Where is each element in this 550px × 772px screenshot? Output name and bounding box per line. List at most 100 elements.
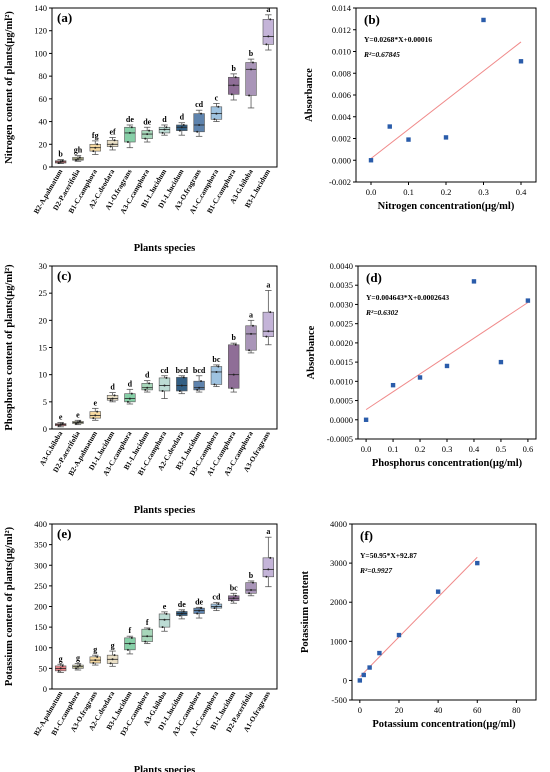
iqr-box: [228, 344, 240, 389]
y-tick-label: 0: [343, 675, 347, 685]
data-point-6: [475, 560, 480, 566]
y-tick-label: 0: [43, 162, 47, 172]
y-tick-label: 300: [34, 560, 47, 570]
data-point: [128, 397, 131, 400]
y-tick-label: 3000: [330, 558, 347, 568]
y-tick-label: 100: [34, 48, 47, 58]
significance-letter: f: [129, 626, 132, 635]
data-point: [269, 311, 272, 314]
box-3: ef: [106, 127, 119, 151]
y-tick-label: 0.008: [332, 68, 351, 78]
y-tick-label: 0.0000: [330, 415, 353, 425]
x-axis-title: Plants species: [134, 505, 196, 516]
data-point: [161, 389, 164, 392]
data-point: [94, 146, 97, 149]
x-tick-label: 0: [358, 705, 362, 715]
significance-letter: de: [143, 117, 151, 126]
y-tick-label: 0.002: [332, 134, 351, 144]
data-point: [144, 640, 147, 643]
y-tick-label: 250: [34, 581, 47, 591]
iqr-box: [262, 19, 275, 45]
significance-letter: c: [215, 93, 219, 102]
iqr-box: [193, 380, 205, 391]
data-point: [230, 599, 233, 602]
y-tick-label: 0: [43, 424, 47, 434]
data-point: [200, 112, 203, 115]
box-7: bcd: [176, 366, 189, 395]
plot-frame: [51, 7, 278, 168]
box-9: c: [210, 93, 223, 122]
data-point: [217, 105, 220, 108]
significance-letter: cd: [212, 592, 221, 601]
y-tick-label: 350: [34, 540, 47, 550]
data-point: [215, 112, 218, 115]
y-tick-label: 30: [39, 261, 48, 271]
iqr-box: [158, 377, 171, 392]
x-tick-label: 0.1: [403, 187, 414, 197]
y-tick-label: 50: [39, 663, 48, 673]
panel-label: (c): [57, 268, 71, 283]
y-tick-label: 0.0020: [330, 338, 353, 348]
data-point: [196, 612, 199, 615]
data-point-0: [368, 158, 374, 163]
data-point: [76, 665, 79, 668]
fit-line: [370, 41, 522, 159]
fit-equation: Y=0.0268*X+0.00016: [364, 35, 432, 44]
fit-equation: Y=0.004643*X+0.0002643: [366, 293, 449, 302]
fit-equation: Y=50.95*X+92.87: [360, 551, 417, 560]
data-point: [94, 659, 97, 662]
data-point-3: [443, 135, 449, 140]
data-point: [267, 35, 270, 38]
iqr-box: [245, 582, 257, 594]
box-0: g: [54, 654, 67, 673]
x-axis-title: Plants species: [134, 765, 196, 772]
significance-letter: a: [249, 310, 253, 319]
x-tick-label: 0.3: [478, 187, 489, 197]
significance-letter: g: [111, 641, 115, 650]
iqr-box: [245, 325, 257, 351]
data-point: [128, 642, 131, 645]
scatter-chart-f: -500 0 1000 2000 3000 4000 0 20 40 60 80 (f) Y=50.95…: [300, 519, 537, 730]
y-tick-label: 0.000: [332, 155, 351, 165]
r-squared: R²=0.6302: [365, 308, 398, 317]
data-point: [165, 376, 168, 379]
box-10: b: [228, 333, 240, 393]
data-point: [196, 388, 199, 391]
data-point: [109, 399, 112, 402]
significance-letter: d: [128, 379, 133, 388]
y-axis-title: Absorbance: [304, 68, 315, 122]
data-point: [269, 18, 272, 21]
y-tick-label: 20: [39, 315, 48, 325]
data-point: [198, 609, 201, 612]
significance-letter: fg: [92, 131, 99, 140]
y-tick-label: 5: [43, 397, 47, 407]
data-point: [75, 667, 78, 670]
data-point: [148, 382, 151, 385]
data-point: [57, 162, 60, 165]
data-point: [213, 383, 216, 386]
data-point: [200, 380, 203, 383]
x-tick-label: 0.2: [441, 187, 452, 197]
data-point: [144, 388, 147, 391]
significance-letter: e: [163, 602, 167, 611]
box-chart-c: 051015202530eA3-G.bilobaeD2-P.acerifolia…: [4, 261, 278, 516]
plot-frame: [351, 523, 537, 701]
data-point: [75, 422, 78, 425]
iqr-box: [245, 62, 257, 96]
box-1: g: [72, 653, 84, 671]
box-chart-e: 050100150200250300350400gB2-A.palmatumgB…: [4, 519, 278, 772]
y-tick-label: 0.006: [332, 90, 351, 100]
y-tick-label: -0.002: [329, 177, 351, 187]
significance-letter: b: [249, 571, 254, 580]
x-tick-label: 0.0: [361, 444, 372, 454]
box-0: e: [54, 412, 67, 428]
x-tick-label: 40: [434, 705, 443, 715]
box-3: g: [106, 641, 119, 667]
data-point-5: [498, 359, 504, 365]
data-point: [165, 612, 168, 615]
y-tick-label: 2000: [330, 597, 347, 607]
data-point: [250, 68, 253, 71]
data-point: [126, 400, 129, 403]
data-point-0: [357, 678, 363, 683]
significance-letter: e: [59, 412, 63, 421]
